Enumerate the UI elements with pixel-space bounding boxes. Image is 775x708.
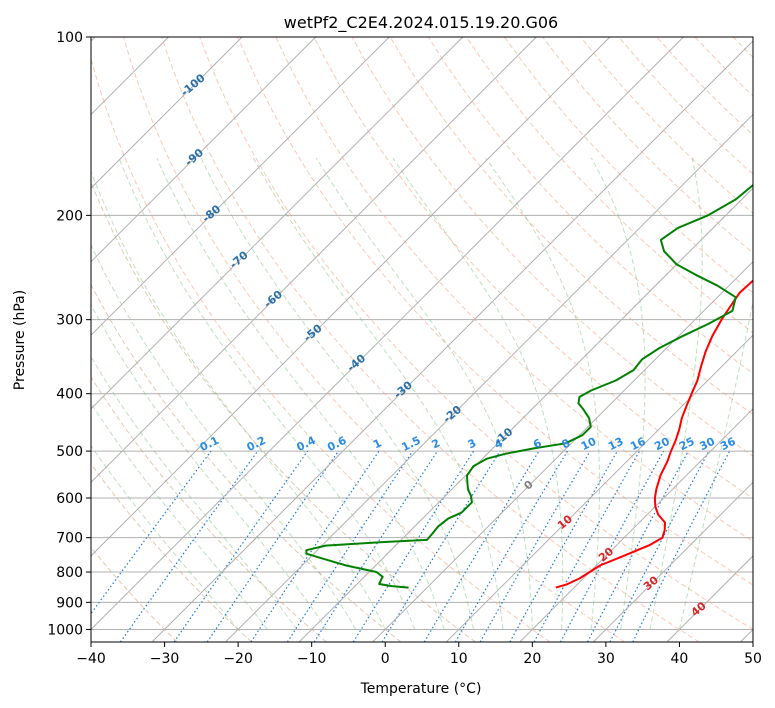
mixing-ratio-label: 25: [677, 435, 696, 453]
x-tick-label: 0: [381, 651, 390, 667]
y-tick-label: 300: [56, 313, 83, 329]
y-tick-label: 800: [56, 565, 83, 581]
x-tick-label: 10: [450, 651, 468, 667]
mixing-ratio-line: [206, 450, 339, 642]
x-tick-label: 50: [744, 651, 762, 667]
dry-adiabat-line: [504, 37, 753, 294]
y-axis-ticks: 100 200 300 400 500 600 700 800 900 1000: [47, 30, 91, 638]
dry-adiabat-line: [91, 376, 327, 642]
moist-adiabat-line: [118, 157, 416, 630]
isotherm-line: [592, 481, 753, 642]
x-axis-label: Temperature (°C): [360, 681, 482, 697]
isotherm-line: [519, 408, 753, 642]
moist-adiabat-line: [91, 303, 327, 630]
isotherm-line: [91, 37, 537, 484]
dewpoint-profile-line: [305, 183, 753, 589]
x-tick-label: −10: [297, 651, 327, 667]
dry-adiabat-line: [91, 181, 476, 642]
y-tick-label: 700: [56, 531, 83, 547]
mixing-ratio-line: [250, 450, 380, 642]
mixing-ratio-label: 13: [606, 435, 625, 453]
mixing-ratio-line: [509, 450, 618, 642]
dry-adiabat-line: [91, 56, 551, 642]
mixing-ratio-line: [173, 450, 309, 642]
temperature-profile-line: [555, 279, 753, 589]
y-axis-label: Pressure (hPa): [12, 290, 28, 390]
sounding-series: [305, 183, 753, 589]
moist-adiabat-line: [252, 157, 504, 630]
mixing-ratio-line: [533, 450, 641, 642]
isotherm-line: [91, 37, 390, 336]
dry-adiabat-line: [465, 37, 753, 334]
y-tick-label: 400: [56, 387, 83, 403]
dry-adiabat-line: [237, 37, 753, 586]
mixing-ratio-label: 30: [698, 435, 718, 454]
moist-adiabat-line: [649, 157, 703, 630]
isotherm-line: [91, 37, 464, 410]
mixing-ratio-line: [91, 450, 212, 615]
mixing-ratio-label: 36: [718, 435, 738, 454]
moist-adiabat-line: [156, 157, 445, 630]
moist-adiabat-line: [91, 170, 386, 630]
mixing-ratio-line: [352, 450, 475, 642]
dry-adiabat-line: [313, 37, 753, 500]
mixing-ratio-line: [313, 450, 438, 642]
isotherm-line: [91, 37, 243, 189]
y-tick-label: 900: [56, 595, 83, 611]
moist-adiabat-line: [392, 157, 564, 630]
x-tick-label: −20: [223, 651, 253, 667]
isotherm-line: [225, 113, 753, 642]
plot-frame: [90, 36, 754, 643]
moist-adiabat-line: [91, 402, 268, 630]
mixing-ratio-label: 16: [628, 435, 648, 454]
x-tick-label: −40: [76, 651, 106, 667]
y-tick-label: 500: [56, 444, 83, 460]
isotherm-line: [91, 37, 684, 631]
dry-adiabat-line: [199, 37, 753, 630]
dry-adiabat-line: [123, 37, 625, 642]
mixing-ratio-line: [381, 450, 501, 642]
isotherm-line: [445, 334, 753, 642]
isotherm-line: [91, 37, 611, 557]
moist-adiabat-line: [315, 157, 533, 630]
x-tick-label: 20: [523, 651, 541, 667]
moist-adiabat-line: [91, 355, 298, 630]
dry-adiabat-line: [91, 463, 253, 642]
y-tick-label: 600: [56, 491, 83, 507]
moist-adiabat-line: [91, 444, 239, 630]
isotherm-line: [91, 37, 317, 263]
y-tick-label: 200: [56, 208, 83, 224]
x-axis-ticks: −40 −30 −20 −10 0 10 20 30 40 50: [76, 642, 762, 667]
x-tick-label: −30: [150, 651, 180, 667]
x-tick-label: 40: [671, 651, 689, 667]
isotherm-line: [151, 40, 753, 642]
mixing-ratio-line: [632, 450, 731, 642]
mixing-ratio-line: [119, 450, 259, 642]
y-tick-label: 100: [56, 30, 83, 46]
x-tick-label: 30: [597, 651, 615, 667]
mixing-ratio-label: 20: [652, 435, 672, 454]
chart-title: wetPf2_C2E4.2024.015.19.20.G06: [284, 13, 558, 33]
dry-adiabat-line: [91, 546, 178, 642]
mixing-ratio-label: 10: [579, 435, 599, 454]
dry-adiabat-line: [389, 37, 753, 416]
y-tick-label: 1000: [47, 622, 83, 638]
isobar-gridlines: [91, 37, 753, 630]
